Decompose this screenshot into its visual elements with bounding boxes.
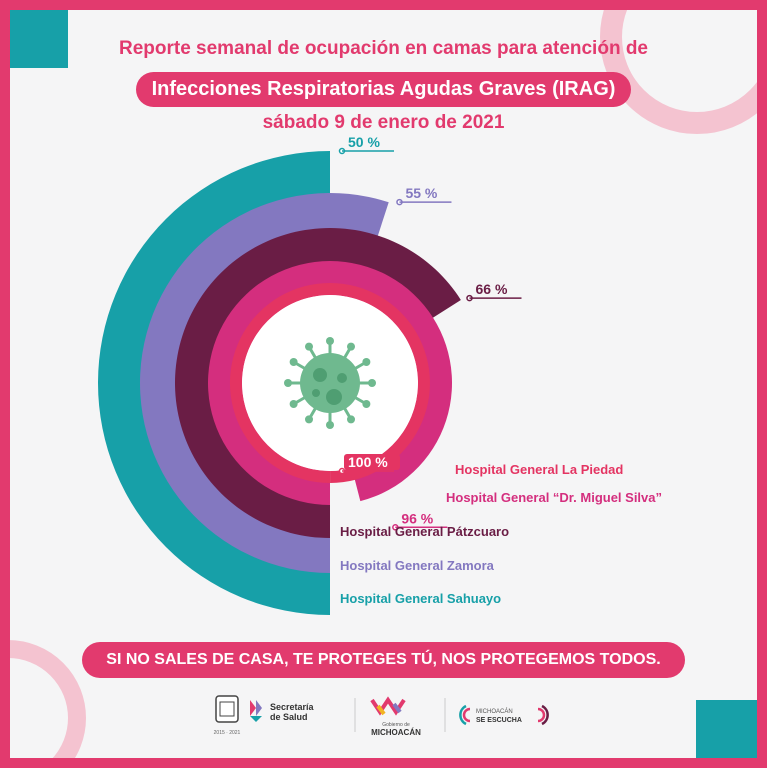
- decorative-square-top-left: [10, 10, 68, 68]
- seal-years: 2015 · 2021: [214, 730, 241, 736]
- hospital-label-1: Hospital General Sahuayo: [340, 591, 501, 606]
- value-label-1: 50 %: [338, 134, 394, 155]
- value-text-5: 100 %: [348, 454, 388, 470]
- value-labels: 50 % 55 % 66 % 96 % 100 %: [338, 134, 522, 531]
- slogan-wrap: SI NO SALES DE CASA, TE PROTEGES TÚ, NOS…: [0, 642, 767, 678]
- hospital-label-3: Hospital General Pátzcuaro: [340, 524, 509, 539]
- michoacan-se-escucha-logo: MICHOACÁN SE ESCUCHA: [459, 704, 549, 726]
- hospital-label-4: Hospital General “Dr. Miguel Silva”: [446, 490, 662, 505]
- value-text-2: 55 %: [405, 185, 437, 201]
- report-date: sábado 9 de enero de 2021: [262, 112, 505, 133]
- escucha-line-2: SE ESCUCHA: [476, 717, 522, 724]
- secretaria-salud-logo: Secretaría de Salud: [250, 700, 315, 722]
- state-seal-logo: 2015 · 2021: [214, 695, 241, 736]
- hospital-labels: Hospital General Sahuayo Hospital General…: [340, 462, 662, 606]
- slogan-banner: SI NO SALES DE CASA, TE PROTEGES TÚ, NOS…: [82, 642, 685, 678]
- hospital-label-5: Hospital General La Piedad: [455, 462, 623, 477]
- value-label-2: 55 %: [396, 185, 452, 206]
- decorative-square-bottom-right: [696, 700, 757, 758]
- chart-rings: [98, 151, 461, 615]
- gobierno-big-text: MICHOACÁN: [371, 728, 421, 737]
- ring-2: [140, 193, 389, 573]
- value-text-1: 50 %: [348, 134, 380, 150]
- gobierno-michoacan-logo: Gobierno de MICHOACÁN: [370, 696, 421, 737]
- value-text-3: 66 %: [475, 281, 507, 297]
- gobierno-small-text: Gobierno de: [382, 722, 410, 728]
- header-line-2-wrap: Infecciones Respiratorias Agudas Graves …: [0, 72, 767, 107]
- secretaria-line-2: de Salud: [270, 712, 308, 722]
- escucha-line-1: MICHOACÁN: [476, 708, 513, 715]
- value-text-4: 96 %: [401, 510, 433, 526]
- virus-icon: [284, 337, 376, 429]
- hospital-label-2: Hospital General Zamora: [340, 558, 495, 573]
- secretaria-line-1: Secretaría: [270, 702, 315, 712]
- sponsor-logos: 2015 · 2021 Secretaría de Salud Gobierno…: [214, 695, 549, 737]
- header-line-2: Infecciones Respiratorias Agudas Graves …: [135, 72, 632, 107]
- center-disc: [242, 295, 418, 471]
- header-line-1: Reporte semanal de ocupación en camas pa…: [118, 38, 648, 59]
- ring-1: [98, 151, 330, 615]
- value-label-3: 66 %: [466, 281, 522, 302]
- value-label-4: 96 %: [392, 510, 448, 531]
- value-label-5: 100 %: [338, 454, 400, 475]
